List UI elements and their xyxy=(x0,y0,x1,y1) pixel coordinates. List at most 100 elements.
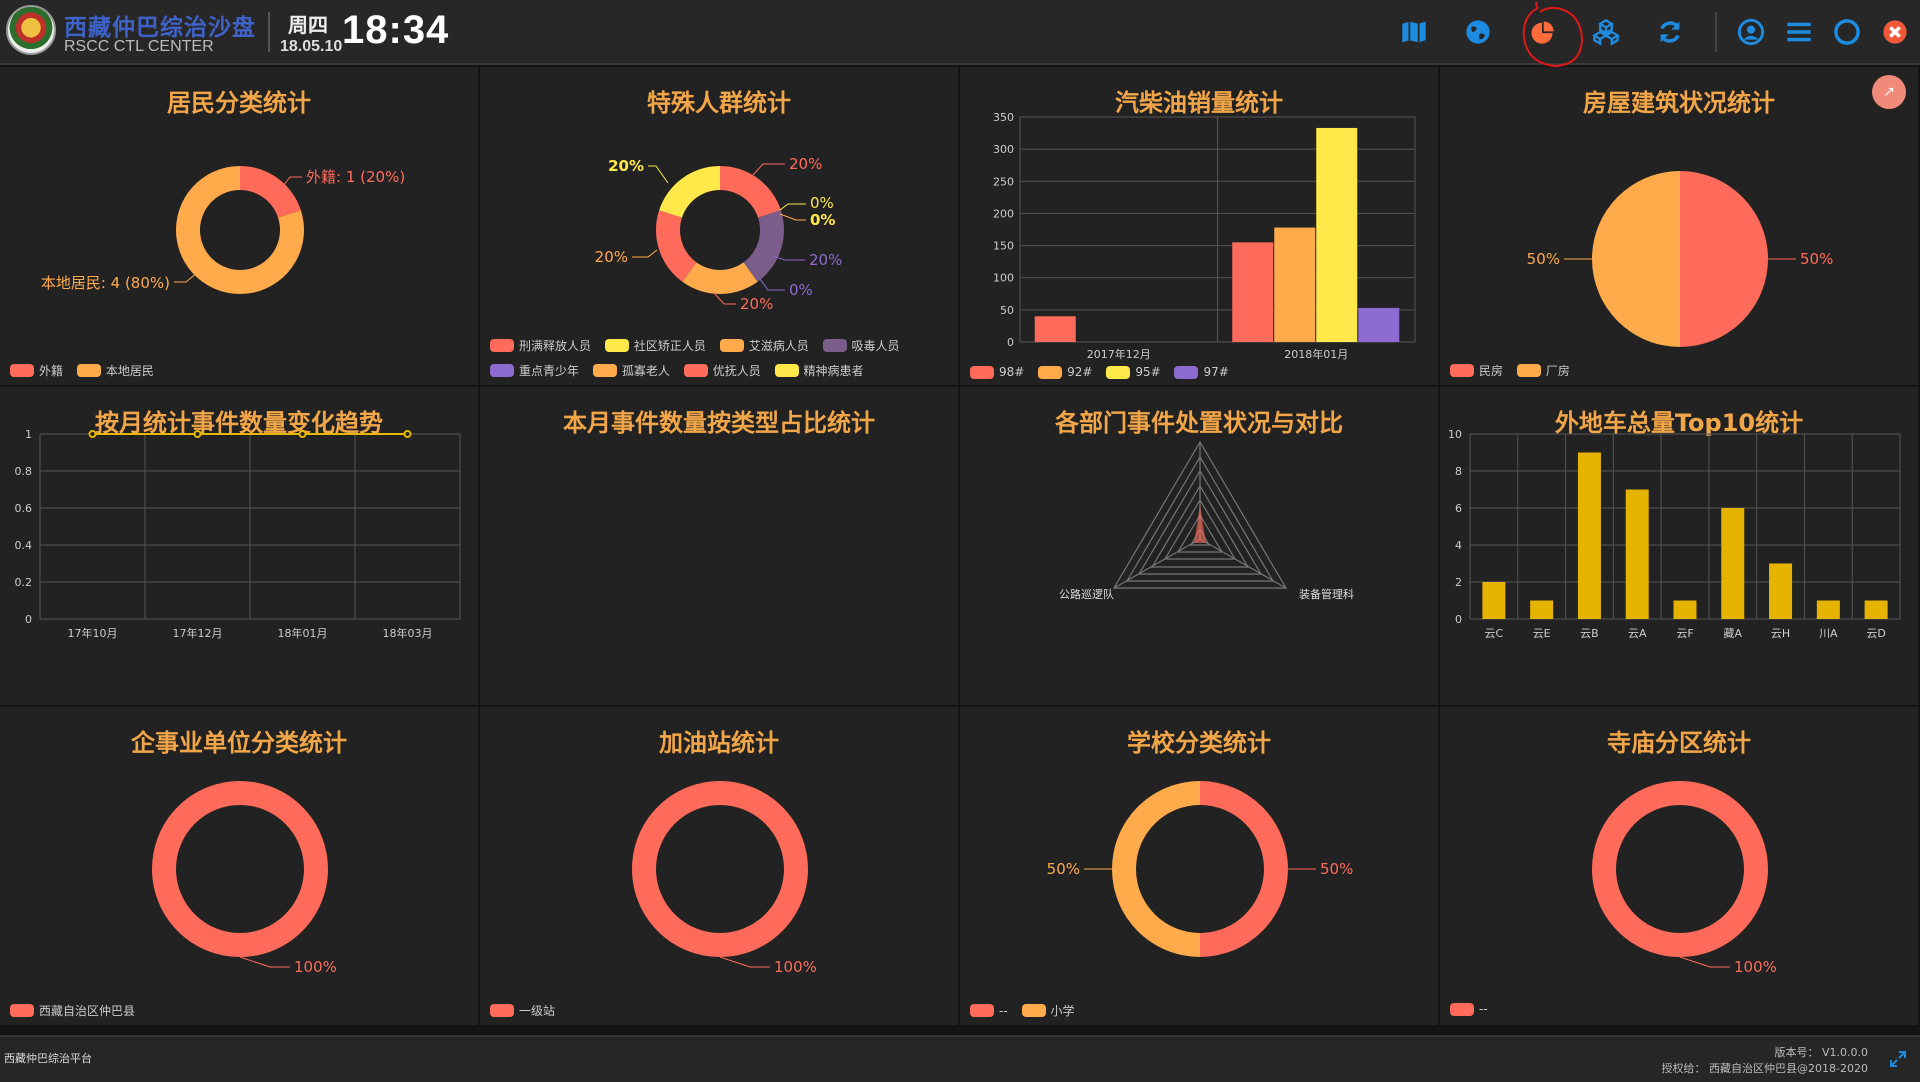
panel-resident: 居民分类统计 外籍: 1 (20%) 本地居民: 4 (80%) 外籍 本地居民 xyxy=(0,67,478,385)
pie-slice[interactable] xyxy=(176,166,304,294)
pie-chart-icon[interactable] xyxy=(1524,14,1560,50)
legend-item[interactable]: 社区矫正人员 xyxy=(604,337,706,354)
legend-item[interactable]: 孤寡老人 xyxy=(592,362,670,379)
legend-item[interactable]: 重点青少年 xyxy=(490,362,579,379)
bar[interactable] xyxy=(1864,600,1888,620)
bar[interactable] xyxy=(1482,582,1506,619)
legend-item[interactable]: 外籍 xyxy=(10,362,63,379)
label-line xyxy=(772,255,805,261)
pie-slice[interactable] xyxy=(682,262,758,294)
bar[interactable] xyxy=(1577,452,1601,620)
circle-icon[interactable] xyxy=(1829,14,1865,50)
legend-item[interactable]: 本地居民 xyxy=(76,362,154,379)
menu-icon[interactable] xyxy=(1781,14,1817,50)
legend: 刑满释放人员 社区矫正人员 艾滋病人员 吸毒人员 重点青少年 孤寡老人 优抚人员… xyxy=(490,337,900,380)
pie-slice[interactable] xyxy=(152,781,328,957)
panel-title: 加油站统计 xyxy=(659,729,779,757)
legend-item[interactable]: 精神病患者 xyxy=(774,362,864,379)
panel-title: 学校分类统计 xyxy=(1127,729,1271,757)
legend-item[interactable]: 92# xyxy=(1038,365,1092,379)
legend-item[interactable]: 艾滋病人员 xyxy=(719,337,809,354)
panel-housing: 房屋建筑状况统计 ↗ 50% 50% 民房 厂房 xyxy=(1440,67,1918,385)
bar[interactable] xyxy=(1530,600,1554,620)
label-line xyxy=(779,213,806,221)
clock-time: 18:34 xyxy=(342,8,450,52)
bar[interactable] xyxy=(1232,242,1274,342)
refresh-icon[interactable] xyxy=(1652,14,1688,50)
bar[interactable] xyxy=(1673,600,1697,620)
label-line xyxy=(174,271,199,283)
bar[interactable] xyxy=(1721,508,1745,619)
pie-slice[interactable] xyxy=(632,781,808,957)
x-tick-label: 2017年12月 xyxy=(1087,347,1151,361)
school-donut-chart: 50% 50% xyxy=(1047,781,1353,957)
legend-item[interactable]: 民房 xyxy=(1450,362,1503,379)
bar[interactable] xyxy=(1769,563,1793,620)
bar[interactable] xyxy=(1316,127,1358,342)
legend-item[interactable]: 一级站 xyxy=(490,1002,555,1019)
x-tick-label: 云B xyxy=(1580,627,1599,640)
legend-item[interactable]: 刑满释放人员 xyxy=(490,337,591,354)
bar[interactable] xyxy=(1274,227,1316,342)
legend-item[interactable]: 95# xyxy=(1106,365,1161,379)
y-tick-label: 0 xyxy=(25,613,32,626)
app-subtitle: RSCC CTL CENTER xyxy=(64,38,214,55)
bar[interactable] xyxy=(1034,316,1076,342)
legend-item[interactable]: 小学 xyxy=(1021,1002,1075,1019)
globe-icon[interactable] xyxy=(1460,14,1496,50)
x-tick-label: 17年10月 xyxy=(68,626,118,640)
pie-slice[interactable] xyxy=(656,210,697,282)
y-tick-label: 0.6 xyxy=(15,502,33,515)
resident-donut-chart: 外籍: 1 (20%) 本地居民: 4 (80%) xyxy=(41,166,405,294)
close-icon[interactable] xyxy=(1877,14,1913,50)
legend-item[interactable]: -- xyxy=(1450,1002,1488,1016)
data-point[interactable] xyxy=(298,430,307,438)
map-icon[interactable] xyxy=(1396,14,1432,50)
pie-slice[interactable] xyxy=(1592,171,1680,347)
panel-gas-station: 加油站统计 100% 一级站 xyxy=(480,707,958,1025)
bar[interactable] xyxy=(1358,307,1400,342)
pie-slice[interactable] xyxy=(720,166,781,218)
donut-slices xyxy=(656,166,784,294)
cubes-icon[interactable] xyxy=(1588,14,1624,50)
expand-icon[interactable] xyxy=(1888,1049,1908,1069)
legend: 98# 92# 95# 97# xyxy=(970,365,1239,382)
user-icon[interactable] xyxy=(1733,14,1769,50)
legend-item[interactable]: -- xyxy=(970,1004,1008,1018)
pie-slice[interactable] xyxy=(1680,171,1768,347)
app-title: 西藏仲巴综治沙盘 xyxy=(64,15,256,41)
trend-line-chart: 0 0.2 0.4 0.6 0.8 1 17年10月 17年12月 18年01月 18年03月 xyxy=(15,428,461,640)
y-tick-label: 350 xyxy=(993,111,1014,124)
legend-item[interactable]: 优抚人员 xyxy=(683,362,761,379)
panel-fuel-sales: 汽柴油销量统计 0 50 100 150 200 250 300 350 2017年12月 201… xyxy=(960,67,1438,385)
label-line xyxy=(779,203,806,211)
y-tick-label: 0 xyxy=(1007,336,1014,349)
data-point[interactable] xyxy=(193,430,202,438)
data-point[interactable] xyxy=(88,430,97,438)
panel-title: 企事业单位分类统计 xyxy=(131,729,347,757)
panel-special-groups: 特殊人群统计 20% 0% 0% 20% 0% 20% 20% 20% 刑满释放… xyxy=(480,67,958,385)
legend: -- xyxy=(1450,1002,1498,1019)
panel-out-of-town-cars: 外地车总量Top10统计 0 2 4 6 8 10 云C 云E 云B 云A 云F 藏A 云H 川A 云D xyxy=(1440,387,1918,705)
bar[interactable] xyxy=(1625,489,1649,620)
date-label: 18.05.10 xyxy=(280,38,343,55)
x-tick-label: 川A xyxy=(1819,627,1838,640)
gas-station-donut-chart: 100% xyxy=(632,781,817,976)
legend-item[interactable]: 厂房 xyxy=(1516,362,1570,379)
pie-slice[interactable] xyxy=(1200,781,1288,957)
pie-slice[interactable] xyxy=(743,210,784,282)
legend-item[interactable]: 97# xyxy=(1174,365,1229,379)
pie-slice[interactable] xyxy=(240,166,301,218)
legend-item[interactable]: 98# xyxy=(970,365,1024,379)
legend-item[interactable]: 西藏自治区仲巴县 xyxy=(10,1002,135,1019)
data-point[interactable] xyxy=(403,430,412,438)
label-line xyxy=(719,956,770,968)
pie-slice[interactable] xyxy=(1112,781,1200,957)
external-link-button[interactable]: ↗ xyxy=(1872,75,1906,109)
slice-label: 0% xyxy=(789,281,813,299)
weekday-label: 周四 xyxy=(288,13,328,37)
pie-slice[interactable] xyxy=(1592,781,1768,957)
pie-slice[interactable] xyxy=(659,166,720,218)
legend-item[interactable]: 吸毒人员 xyxy=(822,337,900,354)
bar[interactable] xyxy=(1816,600,1840,620)
